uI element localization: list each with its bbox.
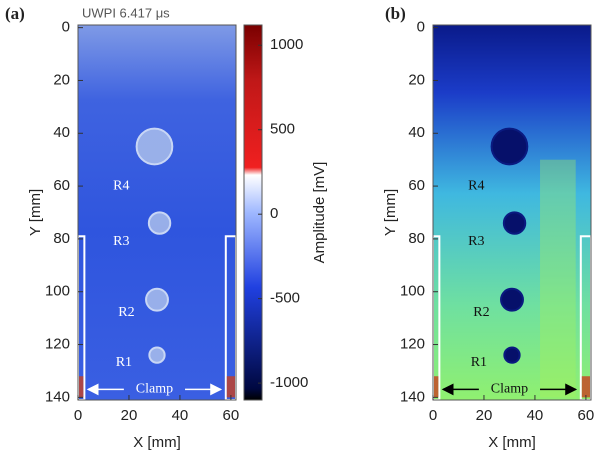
defect bbox=[503, 346, 521, 364]
defect bbox=[500, 287, 524, 312]
x-tick-label: 60 bbox=[223, 407, 240, 424]
y-tick-label: 60 bbox=[53, 177, 70, 194]
x-axis-label: X [mm] bbox=[488, 434, 536, 451]
colorbar-tick-label: 0 bbox=[270, 205, 278, 222]
y-tick-label: 140 bbox=[400, 388, 425, 405]
clamp-noise bbox=[434, 376, 439, 398]
y-tick-label: 20 bbox=[53, 71, 70, 88]
x-tick-label: 60 bbox=[578, 407, 595, 424]
plot-frame bbox=[77, 24, 237, 401]
clamp-noise bbox=[79, 376, 84, 398]
x-tick-label: 40 bbox=[172, 407, 189, 424]
x-axis-label: X [mm] bbox=[133, 434, 181, 451]
y-tick-label: 40 bbox=[408, 124, 425, 141]
y-tick-label: 40 bbox=[53, 124, 70, 141]
y-tick-label: 140 bbox=[45, 388, 70, 405]
y-tick-label: 0 bbox=[417, 19, 425, 36]
defect bbox=[147, 211, 172, 235]
annotation: R3 bbox=[113, 234, 129, 249]
annotation: R1 bbox=[116, 355, 132, 370]
y-axis-label: Y [mm] bbox=[27, 189, 44, 236]
defect bbox=[145, 287, 169, 312]
panel-label: (a) bbox=[5, 4, 25, 23]
y-tick-label: 20 bbox=[408, 71, 425, 88]
x-tick-label: 20 bbox=[121, 407, 138, 424]
annotation: R1 bbox=[471, 355, 487, 370]
y-axis-label: Y [mm] bbox=[382, 189, 399, 236]
colorbar-tick-label: -500 bbox=[270, 290, 300, 307]
colorbar bbox=[243, 24, 263, 401]
y-tick-label: 100 bbox=[45, 283, 70, 300]
y-tick-label: 0 bbox=[62, 19, 70, 36]
y-tick-label: 80 bbox=[53, 230, 70, 247]
clamp-noise bbox=[581, 376, 590, 398]
plot-frame bbox=[432, 24, 592, 401]
colorbar-label: Amplitude [mV] bbox=[311, 162, 328, 264]
y-tick-label: 80 bbox=[408, 230, 425, 247]
y-tick-label: 120 bbox=[45, 336, 70, 353]
x-tick-label: 0 bbox=[74, 407, 82, 424]
annotation: R2 bbox=[118, 305, 134, 320]
x-tick-label: 20 bbox=[476, 407, 493, 424]
y-tick-label: 100 bbox=[400, 283, 425, 300]
clamp-noise bbox=[226, 376, 235, 398]
colorbar-tick-label: 500 bbox=[270, 121, 295, 138]
defect bbox=[148, 346, 166, 364]
subtitle: UWPI 6.417 μs bbox=[82, 5, 170, 20]
annotation: Clamp bbox=[136, 382, 173, 397]
colorbar-tick-label: -1000 bbox=[270, 374, 308, 391]
panel-label: (b) bbox=[385, 4, 406, 23]
defect bbox=[135, 127, 174, 166]
colorbar-tick-label: 1000 bbox=[270, 36, 303, 53]
annotation: R4 bbox=[468, 178, 484, 193]
x-tick-label: 0 bbox=[429, 407, 437, 424]
annotation: R4 bbox=[113, 178, 129, 193]
y-tick-label: 60 bbox=[408, 177, 425, 194]
x-tick-label: 40 bbox=[527, 407, 544, 424]
defect bbox=[490, 127, 529, 166]
defect bbox=[502, 211, 527, 235]
annotation: R2 bbox=[473, 305, 489, 320]
annotation: Clamp bbox=[491, 382, 528, 397]
image-strip bbox=[540, 159, 576, 398]
y-tick-label: 120 bbox=[400, 336, 425, 353]
annotation: R3 bbox=[468, 234, 484, 249]
